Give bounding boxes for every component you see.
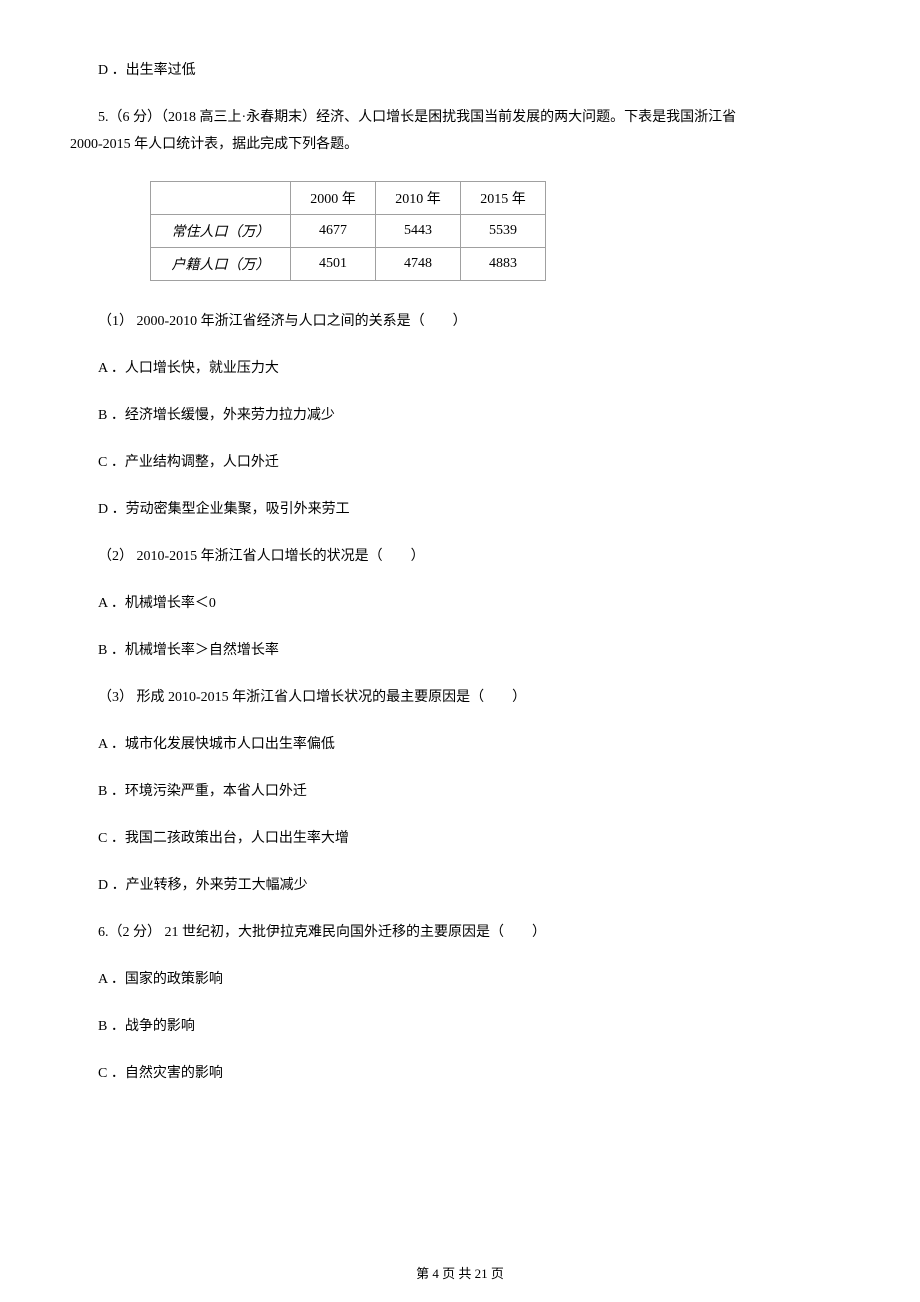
cell: 5539 <box>461 215 546 248</box>
option-5-2a: A ．机械增长率＜0 <box>70 593 850 614</box>
table-header-2010: 2010 年 <box>376 182 461 215</box>
option-5-3d: D ．产业转移，外来劳工大幅减少 <box>70 875 850 896</box>
option-5-1b: B ．经济增长缓慢，外来劳力拉力减少 <box>70 405 850 426</box>
option-5-1a: A ．人口增长快，就业压力大 <box>70 358 850 379</box>
option-5-1d: D ．劳动密集型企业集聚，吸引外来劳工 <box>70 499 850 520</box>
option-5-3a: A ．城市化发展快城市人口出生率偏低 <box>70 734 850 755</box>
sub-question-2: （2） 2010-2015 年浙江省人口增长的状况是（ ） <box>70 546 850 567</box>
row-registered-label: 户籍人口（万） <box>151 248 291 281</box>
option-4d: D ．出生率过低 <box>70 60 850 81</box>
table-header-2000: 2000 年 <box>291 182 376 215</box>
row-resident-label: 常住人口（万） <box>151 215 291 248</box>
cell: 4883 <box>461 248 546 281</box>
page-footer: 第 4 页 共 21 页 <box>0 1263 920 1282</box>
population-table: 2000 年 2010 年 2015 年 常住人口（万） 4677 5443 5… <box>150 181 850 281</box>
table-header-blank <box>151 182 291 215</box>
option-5-1c: C ．产业结构调整，人口外迁 <box>70 452 850 473</box>
cell: 4748 <box>376 248 461 281</box>
table-header-row: 2000 年 2010 年 2015 年 <box>151 182 546 215</box>
cell: 4677 <box>291 215 376 248</box>
cell: 4501 <box>291 248 376 281</box>
table-header-2015: 2015 年 <box>461 182 546 215</box>
table-row: 户籍人口（万） 4501 4748 4883 <box>151 248 546 281</box>
cell: 5443 <box>376 215 461 248</box>
sub-question-1: （1） 2000-2010 年浙江省经济与人口之间的关系是（ ） <box>70 311 850 332</box>
option-5-2b: B ．机械增长率＞自然增长率 <box>70 640 850 661</box>
option-6b: B ．战争的影响 <box>70 1016 850 1037</box>
question-5-stem: 5.（6 分）（2018 高三上·永春期末）经济、人口增长是困扰我国当前发展的两… <box>70 107 850 128</box>
question-6-stem: 6.（2 分） 21 世纪初，大批伊拉克难民向国外迁移的主要原因是（ ） <box>70 922 850 943</box>
option-5-3b: B ．环境污染严重，本省人口外迁 <box>70 781 850 802</box>
table-row: 常住人口（万） 4677 5443 5539 <box>151 215 546 248</box>
sub-question-3: （3） 形成 2010-2015 年浙江省人口增长状况的最主要原因是（ ） <box>70 687 850 708</box>
option-5-3c: C ．我国二孩政策出台，人口出生率大增 <box>70 828 850 849</box>
option-6a: A ．国家的政策影响 <box>70 969 850 990</box>
option-6c: C ．自然灾害的影响 <box>70 1063 850 1084</box>
question-5-stem-cont: 2000-2015 年人口统计表，据此完成下列各题。 <box>70 134 850 155</box>
